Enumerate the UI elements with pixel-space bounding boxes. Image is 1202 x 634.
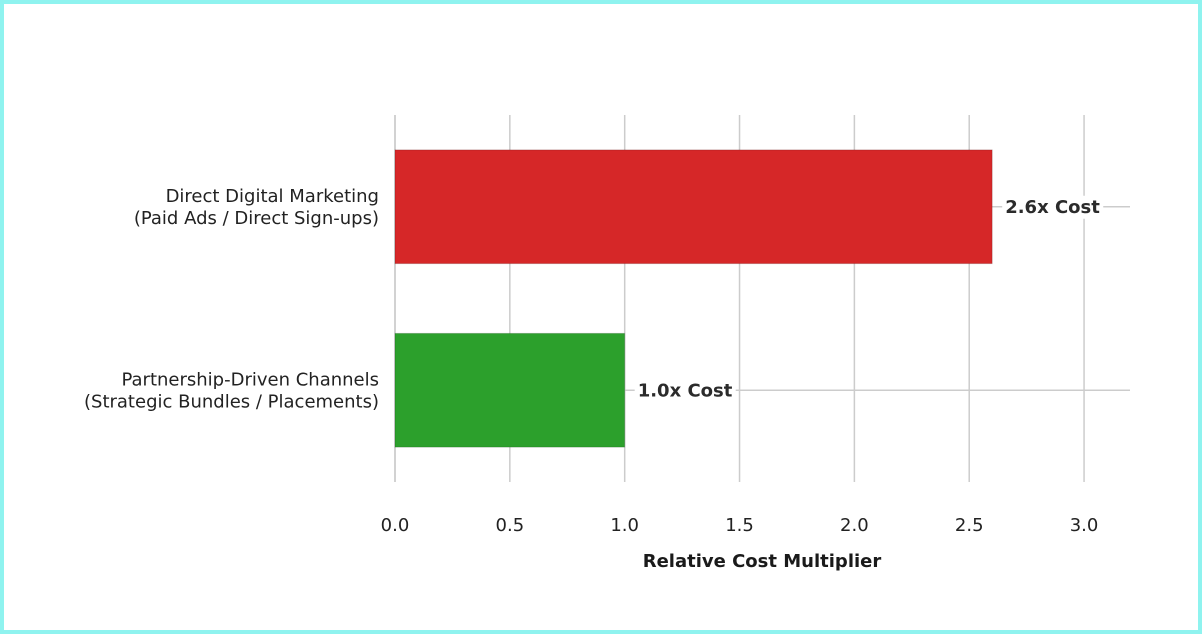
bar-value-label: 2.6x Cost xyxy=(1005,197,1100,218)
bar-value-label-background xyxy=(1002,195,1104,219)
bars xyxy=(394,149,993,448)
x-tick-label: 2.0 xyxy=(840,515,869,536)
bar xyxy=(394,149,993,265)
bar-value-label: 1.0x Cost xyxy=(638,380,733,401)
data-labels: 2.6x Cost 1.0x Cost xyxy=(634,195,1104,403)
x-tick-label: 1.0 xyxy=(610,515,639,536)
category-labels: Direct Digital Marketing(Paid Ads / Dire… xyxy=(84,186,379,413)
category-label: (Strategic Bundles / Placements) xyxy=(84,391,379,412)
bar xyxy=(394,332,626,448)
category-label: Partnership-Driven Channels xyxy=(121,369,379,390)
x-tick-label: 0.5 xyxy=(496,515,525,536)
x-tick-label: 3.0 xyxy=(1070,515,1099,536)
x-tick-label: 2.5 xyxy=(955,515,984,536)
category-label: (Paid Ads / Direct Sign-ups) xyxy=(134,208,379,229)
x-axis-title: Relative Cost Multiplier xyxy=(643,551,882,572)
x-tick-label: 1.5 xyxy=(725,515,754,536)
category-label: Direct Digital Marketing xyxy=(166,186,379,207)
x-tick-labels: 0.0 0.5 1.0 1.5 2.0 2.5 3.0 xyxy=(381,515,1099,536)
bar-value-label-background xyxy=(634,379,736,403)
x-tick-label: 0.0 xyxy=(381,515,410,536)
